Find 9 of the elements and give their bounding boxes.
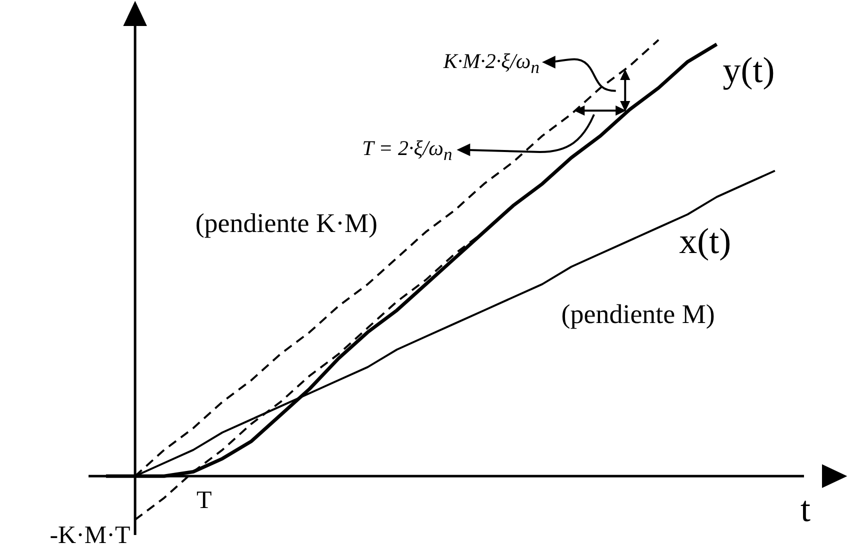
- annotation: T: [196, 486, 212, 514]
- series-label: x(t): [679, 220, 732, 261]
- annotation: T = 2·ξ/ω$_{n}$: [362, 136, 452, 164]
- x-axis-title: t: [800, 488, 810, 529]
- annotation: (pendiente K·M): [195, 208, 378, 238]
- series-label: y(t): [722, 50, 775, 90]
- text: -K·M·T: [50, 522, 130, 548]
- annotation: (pendiente M): [561, 299, 715, 330]
- annotation: K·M·2·ξ/ω$_{n}$: [443, 48, 540, 78]
